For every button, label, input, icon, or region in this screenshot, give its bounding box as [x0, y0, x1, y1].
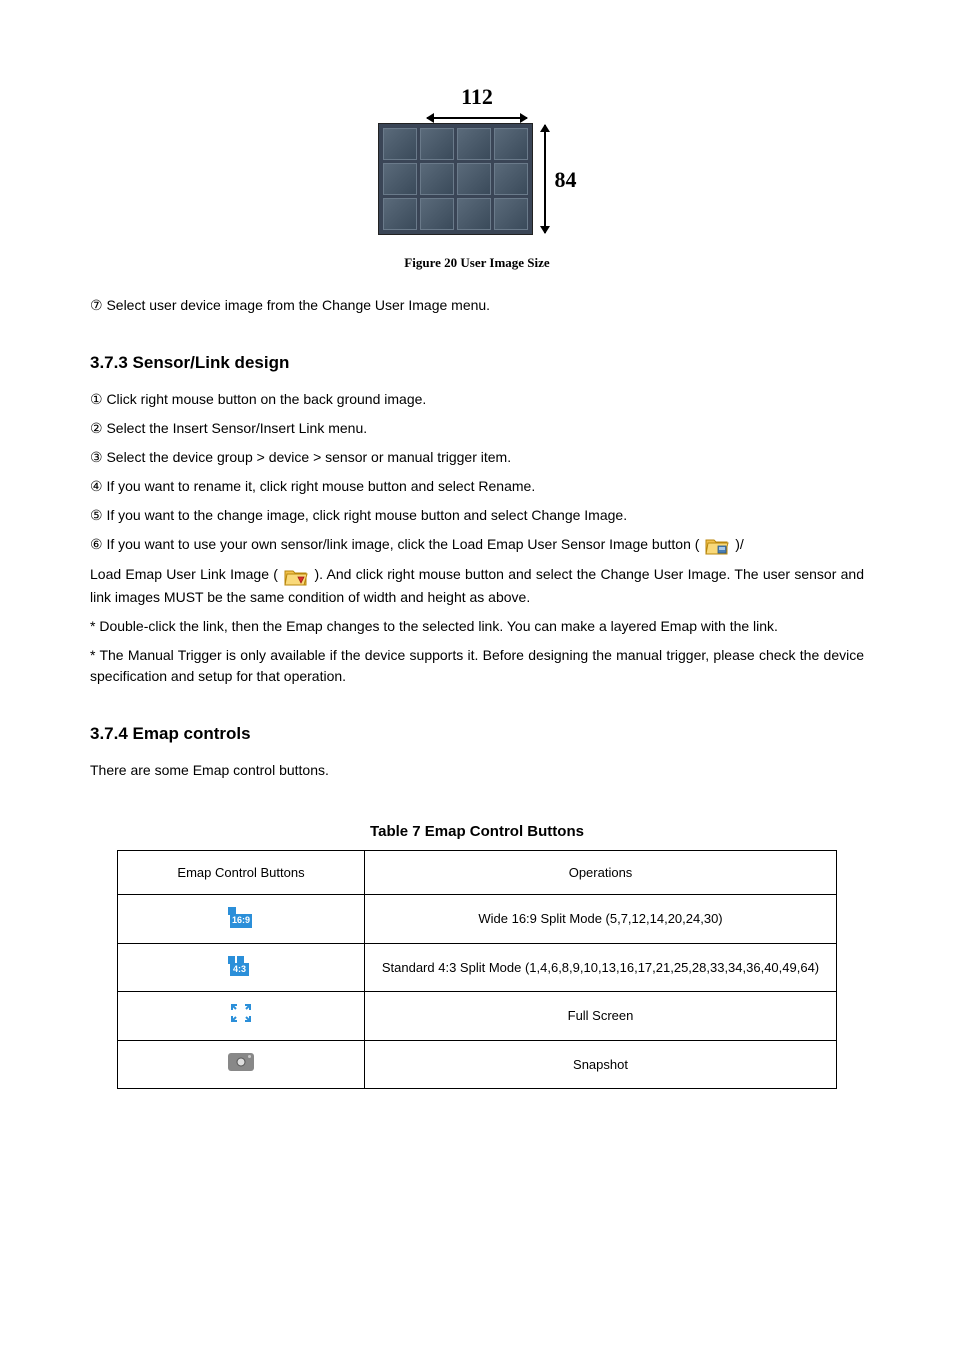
split-16-9-icon[interactable]	[228, 907, 254, 925]
th-buttons: Emap Control Buttons	[118, 850, 365, 895]
table-header-row: Emap Control Buttons Operations	[118, 850, 837, 895]
heading-374: 3.7.4 Emap controls	[90, 721, 864, 747]
step6-pre: ⑥ If you want to use your own sensor/lin…	[90, 536, 703, 552]
table-title: Table 7 Emap Control Buttons	[90, 821, 864, 844]
cell-icon-169	[118, 895, 365, 944]
figure-user-image-size: 112 84	[90, 80, 864, 235]
cell-op-full: Full Screen	[365, 992, 837, 1041]
step-7: ⑦ Select user device image from the Chan…	[90, 295, 864, 316]
cell-icon-full	[118, 992, 365, 1041]
height-arrow	[539, 125, 551, 233]
width-arrow	[427, 117, 527, 119]
table-row: Standard 4:3 Split Mode (1,4,6,8,9,10,13…	[118, 943, 837, 992]
step-6: ⑥ If you want to use your own sensor/lin…	[90, 534, 864, 556]
step-1: ① Click right mouse button on the back g…	[90, 389, 864, 410]
step-6b: Load Emap User Link Image ( ). And click…	[90, 564, 864, 607]
table-row: Full Screen	[118, 992, 837, 1041]
snapshot-icon[interactable]	[228, 1053, 254, 1071]
width-label: 112	[461, 80, 493, 113]
emap-control-table: Emap Control Buttons Operations Wide 16:…	[117, 850, 837, 1090]
step-4: ④ If you want to rename it, click right …	[90, 476, 864, 497]
load-sensor-image-icon[interactable]	[705, 534, 729, 556]
full-screen-icon[interactable]	[231, 1004, 251, 1022]
note-doubleclick: * Double-click the link, then the Emap c…	[90, 616, 864, 637]
height-label: 84	[555, 163, 577, 196]
table-row: Wide 16:9 Split Mode (5,7,12,14,20,24,30…	[118, 895, 837, 944]
step-3: ③ Select the device group > device > sen…	[90, 447, 864, 468]
intro-374: There are some Emap control buttons.	[90, 760, 864, 781]
figure-caption: Figure 20 User Image Size	[90, 253, 864, 273]
step-5: ⑤ If you want to the change image, click…	[90, 505, 864, 526]
image-grid-box	[378, 123, 533, 235]
step-2: ② Select the Insert Sensor/Insert Link m…	[90, 418, 864, 439]
cell-icon-43	[118, 943, 365, 992]
load-link-image-icon[interactable]	[284, 565, 308, 587]
step6b-pre: Load Emap User Link Image (	[90, 566, 282, 582]
cell-icon-snap	[118, 1040, 365, 1089]
width-dimension: 112	[461, 80, 493, 115]
cell-op-43: Standard 4:3 Split Mode (1,4,6,8,9,10,13…	[365, 943, 837, 992]
split-4-3-icon[interactable]	[228, 956, 254, 974]
step6-post: )/	[735, 536, 744, 552]
note-manualtrigger: * The Manual Trigger is only available i…	[90, 645, 864, 687]
table-row: Snapshot	[118, 1040, 837, 1089]
cell-op-snap: Snapshot	[365, 1040, 837, 1089]
th-operations: Operations	[365, 850, 837, 895]
heading-373: 3.7.3 Sensor/Link design	[90, 350, 864, 376]
cell-op-169: Wide 16:9 Split Mode (5,7,12,14,20,24,30…	[365, 895, 837, 944]
